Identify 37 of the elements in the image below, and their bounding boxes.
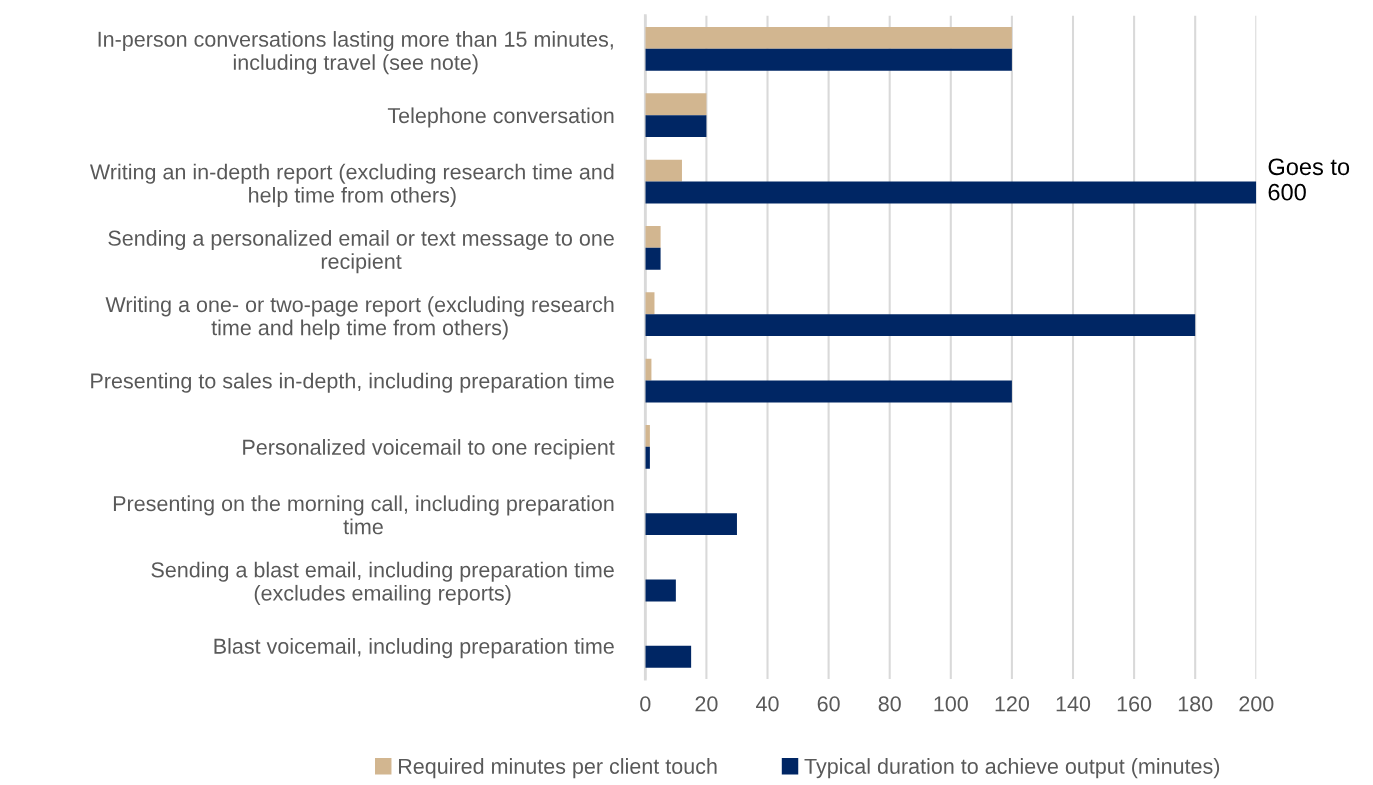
y-tick-label: Writing an in-depth report (excluding research time and help time from others) <box>89 163 614 207</box>
y-tick-label: Blast voicemail, including preparation time <box>214 638 614 659</box>
x-tick-label: 140 <box>1056 696 1091 712</box>
legend-label: Typical duration to achieve output (minutes) <box>804 758 1220 779</box>
x-tick-label: 60 <box>817 696 840 712</box>
bar <box>645 247 661 270</box>
bar <box>645 225 661 248</box>
x-tick-label: 40 <box>756 696 779 712</box>
x-tick-label: 180 <box>1178 696 1213 712</box>
x-tick-label: 80 <box>878 696 901 712</box>
y-tick-label: Writing a one- or two-page report (excluding research time and help time from others) <box>105 296 614 340</box>
y-tick-label: In-person conversations lasting more than 15 minutes, including travel (see note) <box>98 31 613 75</box>
x-tick-label: 120 <box>995 696 1030 712</box>
bar <box>645 380 1012 403</box>
bar <box>645 48 1012 71</box>
y-tick-label: Presenting on the morning call, including preparation time <box>113 495 614 535</box>
x-tick-label: 200 <box>1239 696 1274 712</box>
bar <box>645 26 1012 49</box>
x-tick-label: 0 <box>640 696 651 712</box>
bar <box>645 93 707 116</box>
bar <box>645 115 707 138</box>
y-tick-label: Presenting to sales in-depth, including preparation time <box>91 372 614 393</box>
bar <box>645 579 676 602</box>
bar <box>645 513 737 536</box>
y-tick-label: Sending a blast email, including preparation time (excludes emailing reports) <box>151 561 614 605</box>
x-tick-label: 20 <box>695 696 718 712</box>
bar <box>645 314 1196 337</box>
x-tick-label: 160 <box>1117 696 1152 712</box>
legend-label: Required minutes per client touch <box>398 758 717 779</box>
bar <box>645 181 1257 204</box>
y-tick-label: Personalized voicemail to one recipient <box>243 439 615 460</box>
bar <box>645 159 682 182</box>
bar <box>645 645 692 668</box>
y-tick-label: Sending a personalized email or text message to one recipient <box>108 230 614 274</box>
y-tick-label: Telephone conversation <box>387 107 614 128</box>
x-tick-label: 100 <box>934 696 968 712</box>
annotation: Goes to 600 <box>1268 158 1350 201</box>
